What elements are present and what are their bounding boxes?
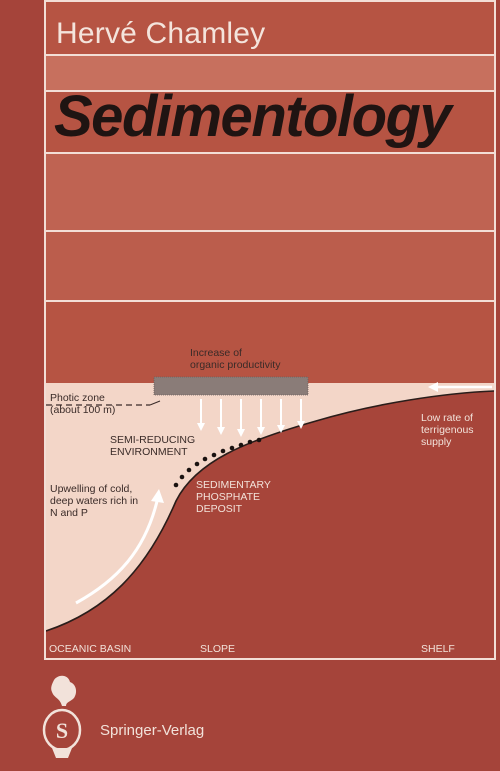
label-oceanic-basin: OCEANIC BASIN [49,643,132,655]
label-photic-zone: Photic zone (about 100 m) [50,392,116,416]
divider-line [44,54,496,56]
label-slope: SLOPE [200,643,236,655]
divider-line [44,230,496,232]
photic-zone-arrow [149,400,161,406]
stripe-band [44,154,496,230]
seafloor-profile [46,391,494,658]
seafloor-outline [46,390,494,632]
label-shelf: SHELF [421,643,455,655]
frame-left [44,2,46,658]
divider-line [44,0,496,2]
divider-line [44,152,496,154]
label-upwelling: Upwelling of cold, deep waters rich in N… [50,483,139,519]
upwelling-arrow [75,496,160,605]
label-productivity: Increase of organic productivity [190,347,281,371]
settling-arrows [200,399,302,429]
phosphate-dots [173,437,262,488]
label-semi-reducing: SEMI-REDUCING ENVIRONMENT [110,434,196,458]
author-name: Hervé Chamley [56,17,266,50]
svg-text:S: S [56,718,68,743]
phosphate-diagram [46,376,494,658]
springer-knight-logo: S [42,675,82,758]
label-phosphate-deposit: SEDIMENTARY PHOSPHATE DEPOSIT [196,479,271,515]
frame-right [494,2,496,658]
label-terrigenous: Low rate of terrigenous supply [421,412,474,448]
publisher-name: Springer-Verlag [100,722,205,739]
productivity-band-texture [153,376,309,396]
book-title: Sedimentology [54,84,452,149]
stripe-band [44,56,496,90]
terrigenous-arrowhead [428,382,438,392]
divider-line [44,300,496,302]
divider-line [44,658,496,660]
productivity-band [154,377,308,395]
stripe-band [44,232,496,300]
divider-line [44,90,496,92]
settling-arrowheads [197,421,305,437]
upwelling-arrowhead [151,489,164,503]
